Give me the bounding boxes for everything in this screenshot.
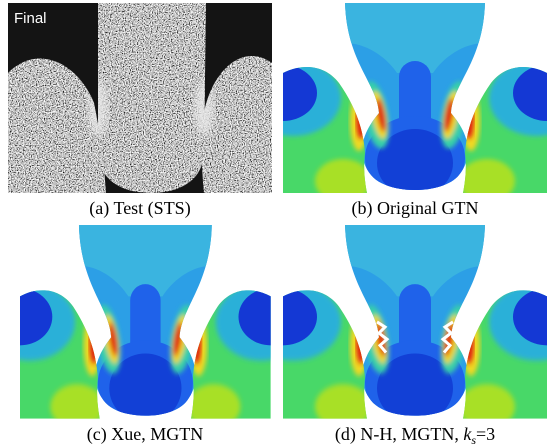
caption: (b) Original GTN: [352, 198, 479, 219]
fe-contour: [245, 225, 550, 429]
caption-text: (d) N-H, MGTN,: [335, 424, 463, 445]
test-image: Final: [8, 3, 272, 193]
fe-contour: [245, 3, 550, 203]
image-label: Final: [14, 10, 47, 27]
caption-symbol: k: [463, 424, 472, 444]
caption: (a) Test (STS): [89, 198, 190, 219]
caption-subscript: s: [471, 433, 476, 447]
caption: (c) Xue, MGTN: [87, 424, 203, 445]
caption: (d) N-H, MGTN, ks=3: [335, 424, 495, 447]
fe-contour: [0, 225, 307, 429]
caption-text: =3: [476, 424, 495, 444]
